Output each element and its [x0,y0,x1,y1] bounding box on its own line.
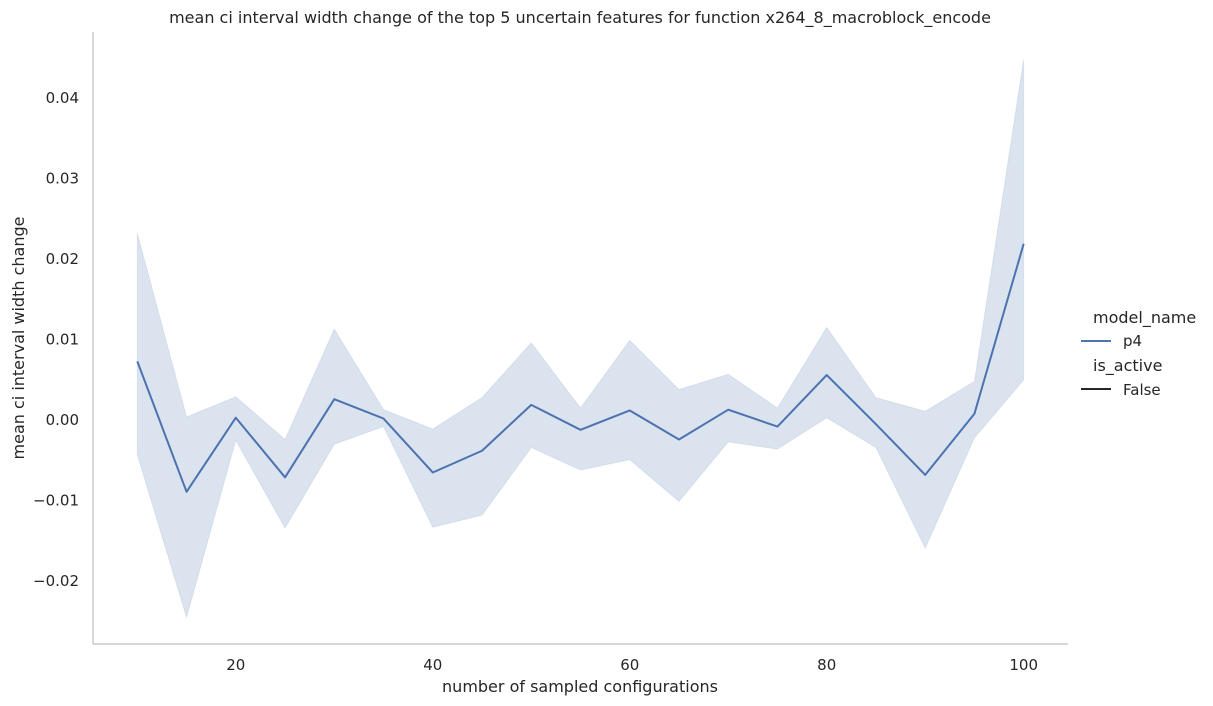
data-point [283,475,287,479]
series-line-layer [135,242,1026,494]
data-point [1022,242,1026,246]
confidence-band-layer [136,59,1025,620]
data-point [874,422,878,426]
y-tick-label: −0.01 [33,492,79,510]
legend-title-model-name: model_name [1093,308,1196,328]
x-tick-label: 60 [620,656,639,674]
data-point [529,403,533,407]
data-point [972,412,976,416]
data-point [234,416,238,420]
data-point [579,428,583,432]
data-point [135,359,139,363]
x-tick-layer: 20 40 60 80 100 [226,656,1038,674]
y-tick-label: 0.03 [46,170,79,188]
x-tick-label: 40 [423,656,442,674]
y-axis-label: mean ci interval width change [9,217,28,460]
data-point [431,470,435,474]
data-point [332,397,336,401]
data-point [480,449,484,453]
data-point [677,437,681,441]
y-tick-label: −0.02 [33,572,79,590]
x-axis-label: number of sampled configurations [442,677,718,696]
legend: model_name p4 is_active False [1081,308,1196,399]
y-tick-label: 0.02 [46,250,79,268]
data-point [185,490,189,494]
data-point [382,417,386,421]
data-point [775,425,779,429]
legend-label-false: False [1123,381,1161,399]
data-point [726,408,730,412]
ci-band-p4 [136,59,1025,620]
series-line-p4 [136,243,1025,493]
y-tick-label: 0.01 [46,331,79,349]
x-tick-label: 80 [817,656,836,674]
data-point [628,408,632,412]
chart-title: mean ci interval width change of the top… [169,8,991,28]
legend-label-p4: p4 [1123,332,1142,350]
legend-title-is-active: is_active [1093,356,1162,376]
data-point [825,373,829,377]
y-tick-label: 0.04 [46,89,79,107]
y-tick-label: 0.00 [46,411,79,429]
x-tick-label: 20 [226,656,245,674]
data-point [923,473,927,477]
y-tick-layer: −0.02 −0.01 0.00 0.01 0.02 0.03 0.04 [33,89,79,590]
x-tick-label: 100 [1009,656,1038,674]
